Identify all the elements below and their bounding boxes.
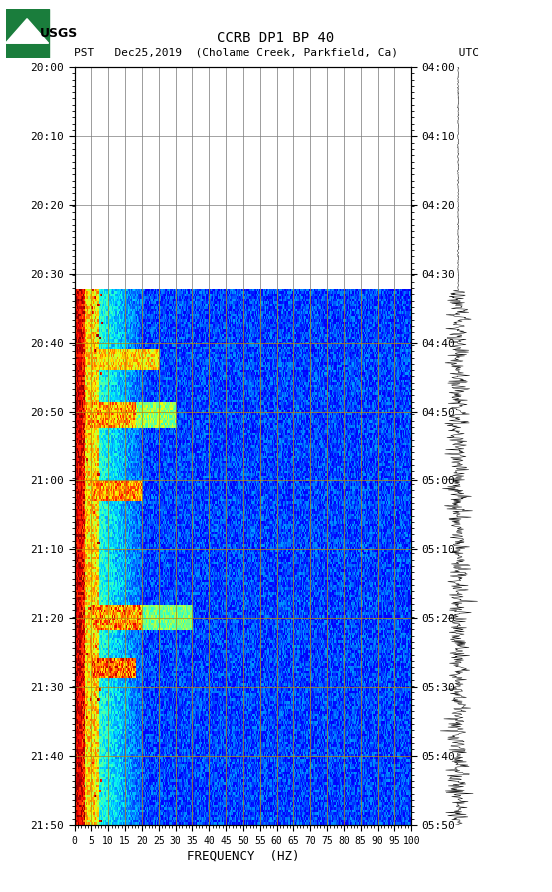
Text: CCRB DP1 BP 40: CCRB DP1 BP 40 (217, 31, 335, 45)
X-axis label: FREQUENCY  (HZ): FREQUENCY (HZ) (187, 850, 299, 863)
Text: USGS: USGS (40, 27, 78, 40)
Text: PST   Dec25,2019  (Cholame Creek, Parkfield, Ca)         UTC: PST Dec25,2019 (Cholame Creek, Parkfield… (73, 47, 479, 57)
Polygon shape (6, 19, 49, 43)
Bar (6, 9, 49, 58)
